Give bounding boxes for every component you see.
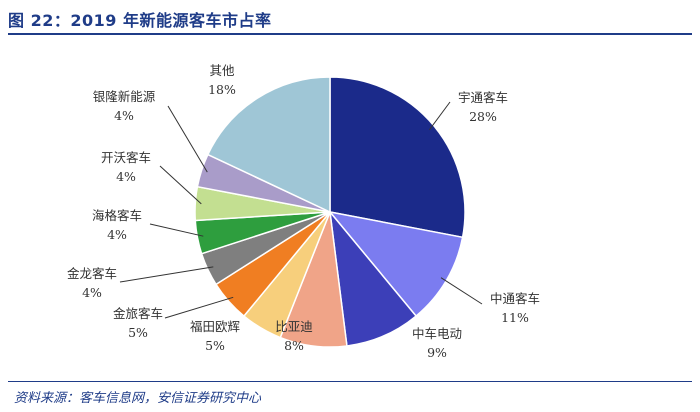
slice-name-label: 海格客车 [92, 208, 142, 223]
pie-slice [329, 76, 466, 239]
leader-line [164, 296, 234, 319]
slice-name-label: 宇通客车 [458, 90, 508, 105]
slice-value-label: 8% [284, 338, 304, 353]
slice-value-label: 4% [114, 108, 134, 123]
slice-value-label: 4% [82, 285, 102, 300]
pie-chart: 宇通客车 28% 中通客车 11% 中车电动 9% 比亚迪 8% 福田欧辉 5% 金旅客车 5% 金龙客… [67, 63, 540, 360]
slice-name-label: 其他 [209, 63, 235, 78]
leader-line [159, 165, 202, 205]
slice-name-label: 中通客车 [490, 291, 540, 306]
slice-value-label: 18% [208, 82, 236, 97]
slice-name-label: 比亚迪 [275, 319, 313, 334]
slice-value-label: 4% [116, 169, 136, 184]
slice-value-label: 5% [205, 338, 225, 353]
source-note: 资料来源：客车信息网，安信证券研究中心 [14, 391, 262, 406]
source-divider [8, 381, 692, 382]
leader-line [149, 223, 204, 237]
slice-name-label: 金龙客车 [67, 266, 117, 281]
slice-name-label: 中车电动 [412, 326, 462, 341]
pie-slice [206, 76, 331, 214]
title-divider [8, 33, 692, 35]
slice-name-label: 金旅客车 [113, 306, 163, 321]
leader-line [428, 101, 451, 131]
slice-value-label: 11% [501, 310, 529, 325]
leader-line [440, 277, 483, 305]
slice-value-label: 28% [469, 109, 497, 124]
leader-line [167, 105, 208, 173]
slice-value-label: 9% [427, 345, 447, 360]
page-title: 图 22：2019 年新能源客车市占率 [8, 11, 272, 30]
leader-line [119, 266, 214, 283]
slice-name-label: 福田欧辉 [190, 319, 240, 334]
slice-value-label: 4% [107, 227, 127, 242]
slice-name-label: 开沃客车 [101, 150, 151, 165]
slice-value-label: 5% [128, 325, 148, 340]
slice-name-label: 银隆新能源 [93, 89, 156, 104]
